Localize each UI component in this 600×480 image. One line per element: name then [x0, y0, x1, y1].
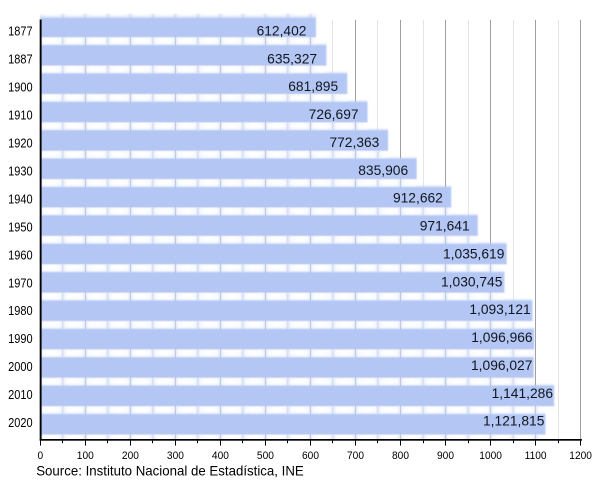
svg-text:2010: 2010 [8, 388, 33, 402]
svg-text:1970: 1970 [8, 277, 33, 291]
svg-text:400: 400 [212, 450, 229, 463]
svg-text:612,402: 612,402 [257, 23, 307, 38]
svg-text:Source: Instituto Nacional de: Source: Instituto Nacional de Estadístic… [36, 463, 304, 478]
svg-text:971,641: 971,641 [420, 219, 470, 234]
svg-text:300: 300 [167, 450, 184, 463]
svg-text:1990: 1990 [8, 333, 33, 347]
svg-text:1,030,745: 1,030,745 [441, 274, 503, 289]
svg-text:835,906: 835,906 [358, 163, 408, 178]
svg-text:200: 200 [122, 450, 139, 463]
svg-text:500: 500 [257, 450, 274, 463]
svg-text:1,035,619: 1,035,619 [443, 246, 505, 261]
svg-text:1900: 1900 [8, 81, 33, 95]
svg-text:1950: 1950 [8, 221, 33, 235]
svg-text:2000: 2000 [8, 360, 33, 374]
svg-text:772,363: 772,363 [329, 135, 379, 150]
svg-text:1200: 1200 [569, 450, 592, 463]
svg-text:1877: 1877 [8, 25, 32, 39]
svg-text:726,697: 726,697 [309, 107, 359, 122]
svg-text:912,662: 912,662 [393, 191, 443, 206]
svg-text:1,096,027: 1,096,027 [471, 358, 532, 373]
svg-text:700: 700 [347, 450, 364, 463]
svg-text:1930: 1930 [8, 165, 33, 179]
svg-text:800: 800 [392, 450, 409, 463]
svg-text:1910: 1910 [8, 109, 33, 123]
svg-text:635,327: 635,327 [267, 51, 317, 66]
svg-text:1,093,121: 1,093,121 [469, 302, 530, 317]
svg-text:1887: 1887 [8, 53, 32, 67]
svg-text:1940: 1940 [8, 193, 33, 207]
svg-text:600: 600 [302, 450, 319, 463]
svg-text:1980: 1980 [8, 305, 33, 319]
svg-text:2020: 2020 [8, 416, 33, 430]
svg-text:0: 0 [37, 450, 43, 463]
svg-text:1100: 1100 [525, 450, 547, 463]
svg-text:1,096,966: 1,096,966 [471, 330, 533, 345]
svg-text:100: 100 [77, 450, 94, 463]
svg-text:900: 900 [437, 450, 454, 463]
svg-text:1000: 1000 [479, 450, 502, 463]
svg-text:1,121,815: 1,121,815 [483, 414, 545, 429]
svg-text:1,141,286: 1,141,286 [492, 386, 554, 401]
svg-text:681,895: 681,895 [288, 79, 338, 94]
svg-text:1960: 1960 [8, 249, 33, 263]
svg-text:1920: 1920 [8, 137, 33, 151]
